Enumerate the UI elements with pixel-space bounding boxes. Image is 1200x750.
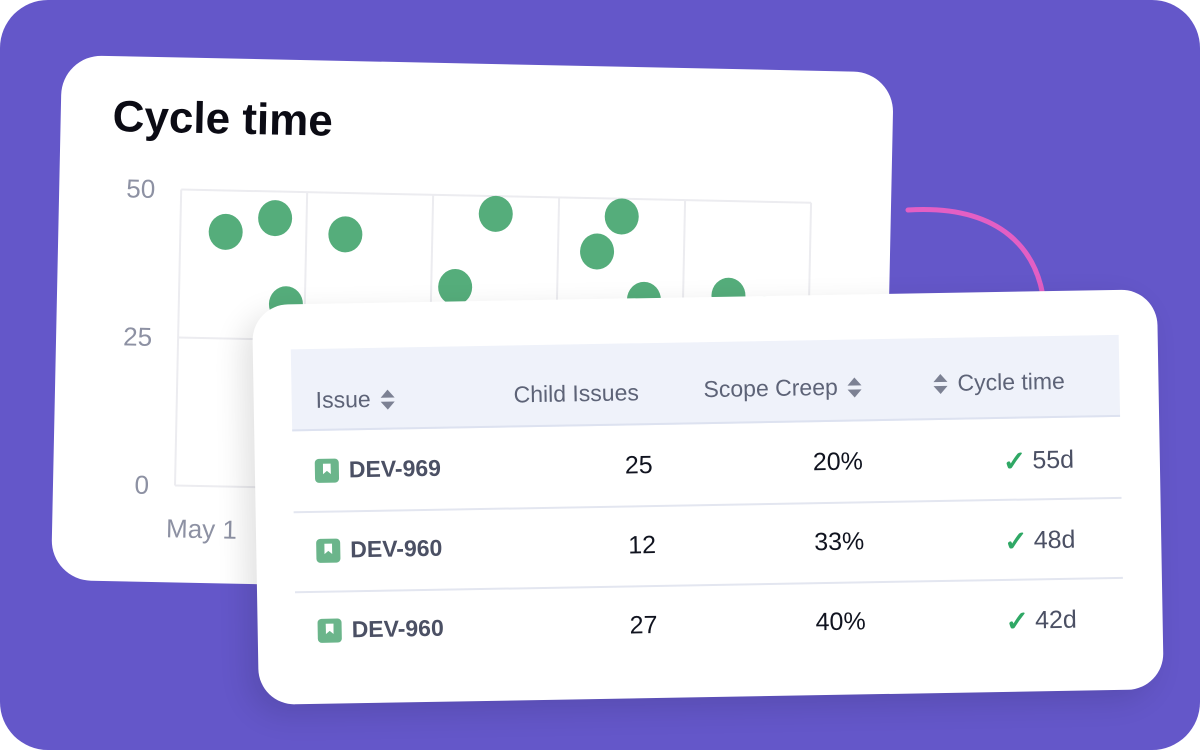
table-row[interactable]: DEV-960 27 40% ✓ 42d xyxy=(295,579,1124,673)
sort-icon[interactable] xyxy=(380,389,395,410)
data-point xyxy=(478,195,513,232)
header-label: Child Issues xyxy=(513,379,640,408)
scope-creep-value: 20% xyxy=(812,447,864,477)
data-point xyxy=(258,200,293,237)
header-label: Issue xyxy=(315,385,371,413)
y-tick-label: 0 xyxy=(134,470,149,500)
column-header-scope-creep[interactable]: Scope Creep xyxy=(703,373,862,403)
scope-creep-value: 33% xyxy=(813,527,865,557)
check-icon: ✓ xyxy=(1003,525,1028,557)
bookmark-icon xyxy=(314,458,340,483)
y-tick-label: 25 xyxy=(123,321,153,352)
column-header-child-issues[interactable]: Child Issues xyxy=(513,379,639,408)
child-issues-value: 12 xyxy=(628,530,657,560)
y-tick-label: 50 xyxy=(126,173,156,204)
issues-table-card: Issue Child Issues Scope Creep Cycle tim… xyxy=(252,289,1164,705)
scope-creep-value: 40% xyxy=(815,607,866,637)
header-label: Cycle time xyxy=(957,367,1066,396)
sort-icon[interactable] xyxy=(933,373,948,394)
sort-icon[interactable] xyxy=(847,376,862,398)
check-icon: ✓ xyxy=(1002,445,1027,477)
bookmark-icon xyxy=(316,537,341,563)
column-header-cycle-time[interactable]: Cycle time xyxy=(933,368,1065,397)
check-icon: ✓ xyxy=(1005,605,1030,637)
data-point xyxy=(580,233,615,270)
table-header: Issue Child Issues Scope Creep Cycle tim… xyxy=(290,334,1121,432)
bookmark-icon xyxy=(317,617,342,643)
table-row[interactable]: DEV-960 12 33% ✓ 48d xyxy=(293,498,1123,594)
child-issues-value: 27 xyxy=(629,610,658,640)
issue-key[interactable]: DEV-960 xyxy=(350,534,443,563)
data-point xyxy=(208,213,243,250)
data-point xyxy=(438,269,473,306)
column-header-issue[interactable]: Issue xyxy=(315,385,395,414)
table-row[interactable]: DEV-969 25 20% ✓ 55d xyxy=(292,418,1122,514)
grid-line-vertical xyxy=(174,189,183,486)
data-point xyxy=(604,198,639,235)
cycle-time-value: 55d xyxy=(1032,445,1075,475)
issue-key[interactable]: DEV-960 xyxy=(351,614,444,643)
cycle-time-value: 42d xyxy=(1034,605,1078,635)
cycle-time-value: 48d xyxy=(1033,525,1076,555)
child-issues-value: 25 xyxy=(624,451,653,480)
header-label: Scope Creep xyxy=(703,373,838,403)
data-point xyxy=(328,216,363,253)
x-tick-label: May 1 xyxy=(166,513,237,544)
issue-key[interactable]: DEV-969 xyxy=(348,454,442,483)
